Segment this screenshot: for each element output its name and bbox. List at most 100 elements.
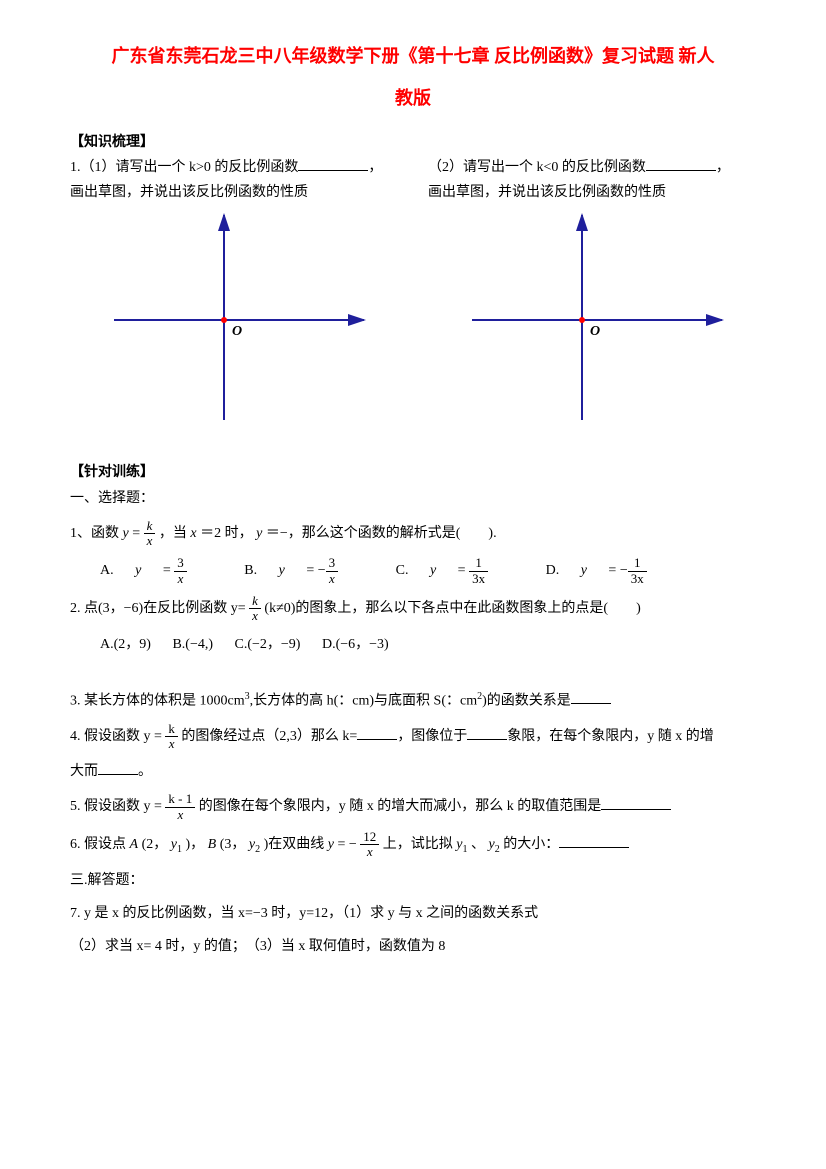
opt-b: B. — [244, 563, 260, 578]
q4-t6: 。 — [138, 764, 152, 779]
q2-line2: 画出草图，并说出该反比例函数的性质 — [428, 180, 756, 205]
section1-header: 【知识梳理】 — [70, 130, 756, 155]
q1-y2: y — [256, 526, 262, 541]
question-5: 5. 假设函数 y = k - 1x 的图像在每个象限内，y 随 x 的增大而减… — [70, 792, 756, 822]
q6-t4: (3， — [220, 837, 246, 852]
blank — [98, 761, 138, 775]
fraction: 12x — [360, 830, 379, 860]
sub: 2 — [495, 844, 500, 855]
q1-eq2: ＝2 时， — [200, 526, 253, 541]
title-sub: 教版 — [70, 82, 756, 114]
q6-t3: )， — [185, 837, 204, 852]
q1-t2: ，当 — [159, 526, 191, 541]
q1-col: 1.（1）请写出一个 k>0 的反比例函数 ， 画出草图，并说出该反比例函数的性质 — [70, 155, 398, 205]
svg-text:O: O — [590, 324, 600, 339]
axis1-container: O — [70, 210, 398, 430]
blank — [601, 796, 671, 810]
fd: x — [174, 572, 187, 586]
frac-den: x — [144, 534, 156, 548]
q1-text: 1、函数 — [70, 526, 123, 541]
q3-t1: 3. 某长方体的体积是 1000cm — [70, 693, 245, 708]
fd: x — [165, 808, 195, 822]
fn: 3 — [326, 556, 339, 571]
q4-t1: 4. 假设函数 y = — [70, 729, 162, 744]
blank — [571, 690, 611, 704]
fn: 3 — [174, 556, 187, 571]
q1-text: 1.（1）请写出一个 k>0 的反比例函数 — [70, 160, 298, 175]
frac-num: k — [144, 519, 156, 534]
blank — [646, 157, 716, 171]
question-4-line2: 大而 。 — [70, 759, 756, 784]
q6-t7: 、 — [471, 837, 485, 852]
sub: 2 — [255, 844, 260, 855]
question-2: 2. 点(3，−6)在反比例函数 y= kx (k≠0)的图象上，那么以下各点中… — [70, 594, 756, 624]
question-3: 3. 某长方体的体积是 1000cm3,长方体的高 h(：cm)与底面积 S(：… — [70, 688, 756, 714]
q4-t4: 象限，在每个象限内，y 随 x 的增 — [507, 729, 714, 744]
q4-t5: 大而 — [70, 764, 98, 779]
fn: k - 1 — [165, 792, 195, 807]
fn: 12 — [360, 830, 379, 845]
question-7-line2: （2）求当 x= 4 时，y 的值； （3）当 x 取何值时，函数值为 8 — [70, 934, 756, 959]
B: B — [208, 837, 217, 852]
fd: 3x — [628, 572, 647, 586]
eqy: y — [328, 837, 334, 852]
fd: x — [249, 609, 261, 623]
fn: 1 — [628, 556, 647, 571]
axis2-container: O — [428, 210, 756, 430]
q2-col: （2）请写出一个 k<0 的反比例函数 ， 画出草图，并说出该反比例函数的性质 — [428, 155, 756, 205]
opt-c: C. — [396, 563, 412, 578]
knowledge-questions-row: 1.（1）请写出一个 k>0 的反比例函数 ， 画出草图，并说出该反比例函数的性质… — [70, 155, 756, 205]
fd: x — [360, 845, 379, 859]
q6-t8: 的大小： — [503, 837, 559, 852]
question-1-options: A. y = 3x B. y = −3x C. y = 13x D. y = −… — [100, 556, 756, 586]
fd: x — [326, 572, 339, 586]
A: A — [130, 837, 139, 852]
question-4: 4. 假设函数 y = kx 的图像经过点（2,3）那么 k= ，图像位于 象限，在… — [70, 722, 756, 752]
q6-t2: (2， — [142, 837, 168, 852]
q4-t3: ，图像位于 — [397, 729, 467, 744]
fraction: kx — [249, 594, 261, 624]
q2-t1: 2. 点(3，−6)在反比例函数 y= — [70, 601, 246, 616]
q1-comma: ， — [368, 160, 382, 175]
sub-header-3: 三.解答题： — [70, 868, 756, 893]
question-1: 1、函数 y = kx ，当 x ＝2 时， y ＝−，那么这个函数的解析式是(… — [70, 519, 756, 549]
fraction: kx — [144, 519, 156, 549]
q6-t5: )在双曲线 — [264, 837, 328, 852]
title-main: 广东省东莞石龙三中八年级数学下册《第十七章 反比例函数》复习试题 新人 — [70, 40, 756, 72]
question-7-line1: 7. y 是 x 的反比例函数，当 x=−3 时，y=12，（1）求 y 与 x… — [70, 901, 756, 926]
sub: 1 — [177, 844, 182, 855]
q1-y: y — [123, 526, 129, 541]
opt-a: A.(2，9) — [100, 637, 151, 652]
sub-header-1: 一、选择题： — [70, 486, 756, 511]
opt-b: B.(−4,) — [172, 637, 213, 652]
eqeq: = − — [337, 837, 356, 852]
q6-t6: 上，试比拟 — [383, 837, 457, 852]
fd: 3x — [469, 572, 488, 586]
q2-text: （2）请写出一个 k<0 的反比例函数 — [428, 160, 646, 175]
section2-header: 【针对训练】 — [70, 460, 756, 485]
q2-comma: ， — [716, 160, 730, 175]
fn: 1 — [469, 556, 488, 571]
fn: k — [165, 722, 178, 737]
opt-c: C.(−2，−9) — [235, 637, 301, 652]
q1-line2: 画出草图，并说出该反比例函数的性质 — [70, 180, 398, 205]
opt-a: A. — [100, 563, 117, 578]
fraction: k - 1x — [165, 792, 195, 822]
sub: 1 — [462, 844, 467, 855]
fd: x — [165, 737, 178, 751]
opt-d: D.(−6，−3) — [322, 637, 389, 652]
question-6: 6. 假设点 A (2， y1 )， B (3， y2 )在双曲线 y = − … — [70, 830, 756, 860]
q6-t1: 6. 假设点 — [70, 837, 130, 852]
blank — [298, 157, 368, 171]
coordinate-axis-1: O — [94, 210, 374, 430]
opt-d: D. — [546, 563, 563, 578]
blank — [357, 726, 397, 740]
blank — [559, 834, 629, 848]
coordinate-axis-2: O — [452, 210, 732, 430]
axes-row: O O — [70, 210, 756, 430]
fn: k — [249, 594, 261, 609]
q1-eq: = — [132, 526, 143, 541]
q1-eq3: ＝−，那么这个函数的解析式是( ). — [266, 526, 497, 541]
q3-t2: ,长方体的高 h(：cm)与底面积 S(：cm — [250, 693, 477, 708]
q4-t2: 的图像经过点（2,3）那么 k= — [181, 729, 357, 744]
